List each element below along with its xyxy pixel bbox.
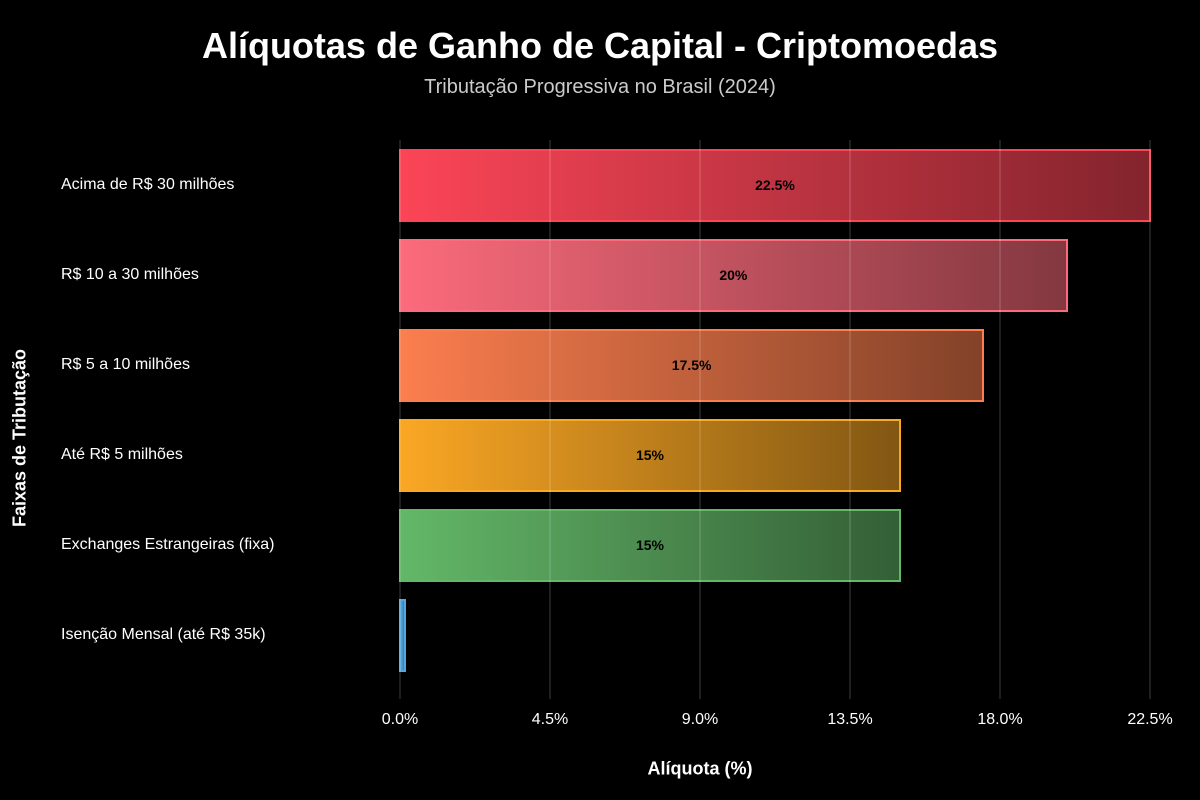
x-axis-title: Alíquota (%) (647, 758, 753, 779)
bar-value-label-0: 22.5% (755, 177, 795, 193)
gridline-0 (399, 140, 401, 699)
y-tick-label-5: Isenção Mensal (até R$ 35k) (61, 626, 266, 643)
bar-4 (399, 508, 901, 582)
bar-3 (399, 418, 901, 492)
y-tick-label-0: Acima de R$ 30 milhões (61, 176, 235, 193)
x-tick-label-0: 0.0% (381, 711, 419, 728)
y-tick-label-3: Até R$ 5 milhões (61, 446, 183, 463)
bar-2 (399, 328, 985, 402)
bar-value-label-2: 17.5% (671, 357, 712, 373)
chart-title: Alíquotas de Ganho de Capital - Criptomo… (201, 25, 999, 66)
bar-value-label-1: 20% (719, 267, 748, 283)
bar-5 (399, 598, 406, 672)
y-tick-label-4: Exchanges Estrangeiras (fixa) (61, 536, 275, 553)
y-tick-label-2: R$ 5 a 10 milhões (61, 356, 190, 373)
x-tick-label-1: 4.5% (531, 711, 569, 728)
bar-value-label-3: 15% (635, 447, 665, 463)
x-tick-label-3: 13.5% (827, 711, 873, 728)
y-tick-label-1: R$ 10 a 30 milhões (61, 266, 199, 283)
bar-0 (399, 148, 1151, 222)
gridline-3 (849, 140, 851, 699)
bar-value-label-4: 15% (635, 537, 665, 553)
gridline-1 (549, 140, 551, 699)
x-tick-label-4: 18.0% (977, 711, 1023, 728)
x-tick-label-2: 9.0% (681, 711, 719, 728)
plot-area: 22.5% 20% 17.5% 15% 15% (399, 140, 1170, 699)
chart-subtitle: Tributação Progressiva no Brasil (2024) (424, 76, 776, 98)
gridline-5 (1149, 140, 1151, 699)
bar-1 (399, 238, 1068, 312)
y-axis-title: Faixas de Tributação (9, 348, 30, 528)
x-tick-label-5: 22.5% (1127, 711, 1173, 728)
gridline-2 (699, 140, 701, 699)
gridline-4 (999, 140, 1001, 699)
